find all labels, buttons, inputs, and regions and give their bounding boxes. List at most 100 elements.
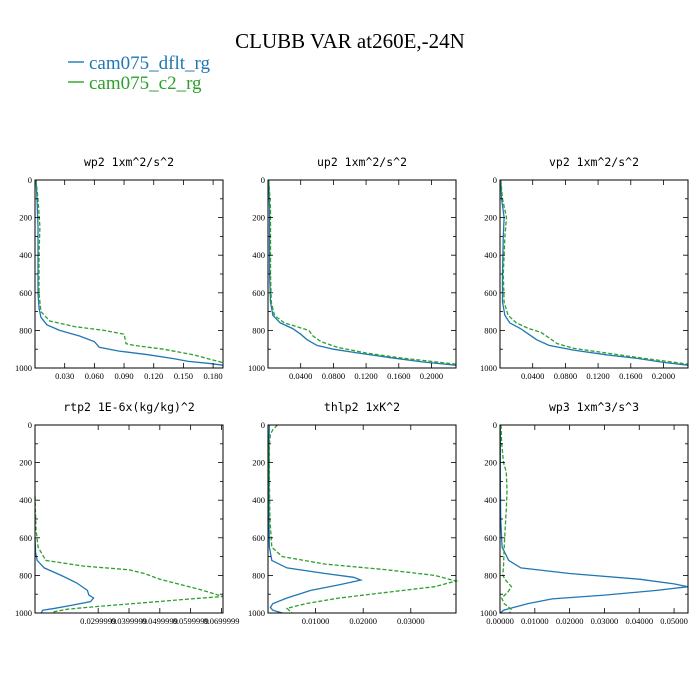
- y-tick-label: 0: [28, 420, 32, 430]
- x-tick-label: 0.04000: [625, 616, 653, 626]
- x-tick-label: 0.0400: [289, 371, 312, 381]
- y-tick-label: 200: [252, 213, 265, 223]
- panel-title: wp3 1xm^3/s^3: [549, 400, 639, 414]
- x-tick-label: 0.03000: [591, 616, 619, 626]
- y-tick-label: 800: [252, 570, 265, 580]
- x-tick-label: 0.1600: [619, 371, 642, 381]
- panels: wp2 1xm^2/s^2 0 200 400 600 800 1000 0.030 0.060…: [15, 155, 689, 626]
- panel-1: wp2 1xm^2/s^2 0 200 400 600 800 1000 0.030 0.060…: [15, 155, 224, 381]
- panel-title: wp2 1xm^2/s^2: [84, 155, 174, 169]
- x-tick-label: 0.060: [85, 371, 104, 381]
- y-tick-label: 600: [484, 533, 497, 543]
- plot-frame: [267, 424, 457, 614]
- series-line-dflt: [34, 537, 95, 614]
- y-tick-label: 400: [252, 495, 265, 505]
- series-line-c2: [268, 179, 457, 365]
- series-line-c2: [500, 424, 513, 614]
- y-tick-label: 200: [484, 458, 497, 468]
- plot-frame: [34, 179, 224, 369]
- panel-5: thlp2 1xK^2 0 200 400 600 800 1000 0.01000 0.020…: [248, 400, 459, 626]
- y-tick-label: 600: [252, 288, 265, 298]
- x-tick-label: 0.0699999: [203, 616, 239, 626]
- series-line-c2: [268, 424, 459, 614]
- x-tick-label: 0.02000: [556, 616, 584, 626]
- y-tick-label: 1000: [480, 608, 497, 618]
- plot-frame: [34, 424, 224, 614]
- x-tick-label: 0.0400: [521, 371, 544, 381]
- y-tick-label: 0: [28, 175, 32, 185]
- panel-title: thlp2 1xK^2: [324, 400, 400, 414]
- y-tick-label: 400: [19, 250, 32, 260]
- x-tick-label: 0.1600: [387, 371, 410, 381]
- x-tick-label: 0.090: [114, 371, 133, 381]
- x-tick-label: 0.02000: [349, 616, 377, 626]
- x-tick-label: 0.030: [55, 371, 74, 381]
- series-line-dflt: [35, 179, 224, 366]
- panel-4: rtp2 1E-6x(kg/kg)^2 0 200 400 600 800 1000 0.02…: [15, 400, 240, 626]
- plot-frame: [499, 179, 689, 369]
- legend-label-c2: cam075_c2_rg: [89, 73, 202, 94]
- x-tick-label: 0.01000: [521, 616, 549, 626]
- y-tick-label: 600: [252, 533, 265, 543]
- y-tick-label: 600: [484, 288, 497, 298]
- y-tick-label: 0: [493, 175, 497, 185]
- y-tick-label: 200: [19, 458, 32, 468]
- y-tick-label: 1000: [480, 363, 497, 373]
- x-tick-label: 0.05000: [660, 616, 688, 626]
- y-tick-label: 400: [484, 495, 497, 505]
- series-line-c2: [500, 179, 689, 365]
- x-tick-label: 0.0299999: [80, 616, 116, 626]
- plot-frame: [267, 179, 457, 369]
- y-tick-label: 800: [484, 325, 497, 335]
- figure-title: CLUBB VAR at260E,-24N: [235, 29, 465, 53]
- series-line-dflt: [499, 425, 689, 614]
- y-tick-label: 800: [484, 570, 497, 580]
- x-tick-label: 0.2000: [652, 371, 675, 381]
- x-tick-label: 0.120: [144, 371, 163, 381]
- legend: cam075_dflt_rg cam075_c2_rg: [68, 53, 211, 94]
- panel-title: up2 1xm^2/s^2: [317, 155, 407, 169]
- panel-title: vp2 1xm^2/s^2: [549, 155, 639, 169]
- y-tick-label: 0: [261, 420, 265, 430]
- y-tick-label: 200: [19, 213, 32, 223]
- x-tick-label: 0.00000: [486, 616, 514, 626]
- x-tick-label: 0.180: [204, 371, 223, 381]
- x-tick-label: 0.1200: [586, 371, 609, 381]
- x-tick-label: 0.0499999: [142, 616, 178, 626]
- x-tick-label: 0.150: [174, 371, 193, 381]
- panel-2: up2 1xm^2/s^2 0 200 400 600 800 1000 0.0400 0.08…: [248, 155, 457, 381]
- x-tick-label: 0.03000: [397, 616, 425, 626]
- y-tick-label: 600: [19, 533, 32, 543]
- legend-label-dflt: cam075_dflt_rg: [89, 53, 211, 74]
- y-tick-label: 600: [19, 288, 32, 298]
- panel-title: rtp2 1E-6x(kg/kg)^2: [63, 400, 195, 414]
- x-tick-label: 0.01000: [302, 616, 330, 626]
- y-tick-label: 0: [261, 175, 265, 185]
- y-tick-label: 800: [19, 325, 32, 335]
- y-tick-label: 800: [19, 570, 32, 580]
- y-tick-label: 200: [252, 458, 265, 468]
- panel-3: vp2 1xm^2/s^2 0 200 400 600 800 1000 0.0400 0.08…: [480, 155, 689, 381]
- x-tick-label: 0.0599999: [173, 616, 209, 626]
- x-tick-label: 0.2000: [420, 371, 443, 381]
- plot-frame: [499, 424, 689, 614]
- series-line-dflt: [268, 424, 364, 614]
- y-tick-label: 400: [484, 250, 497, 260]
- x-tick-label: 0.0800: [554, 371, 577, 381]
- y-tick-label: 1000: [248, 363, 265, 373]
- x-tick-label: 0.0399999: [111, 616, 147, 626]
- y-tick-label: 400: [19, 495, 32, 505]
- x-tick-label: 0.1200: [354, 371, 377, 381]
- series-line-dflt: [500, 179, 689, 366]
- y-tick-label: 1000: [15, 608, 32, 618]
- y-tick-label: 400: [252, 250, 265, 260]
- series-line-c2: [35, 179, 224, 364]
- x-tick-label: 0.0800: [322, 371, 345, 381]
- y-tick-label: 1000: [248, 608, 265, 618]
- y-tick-label: 200: [484, 213, 497, 223]
- y-tick-label: 1000: [15, 363, 32, 373]
- series-line-dflt: [268, 179, 457, 366]
- y-tick-label: 800: [252, 325, 265, 335]
